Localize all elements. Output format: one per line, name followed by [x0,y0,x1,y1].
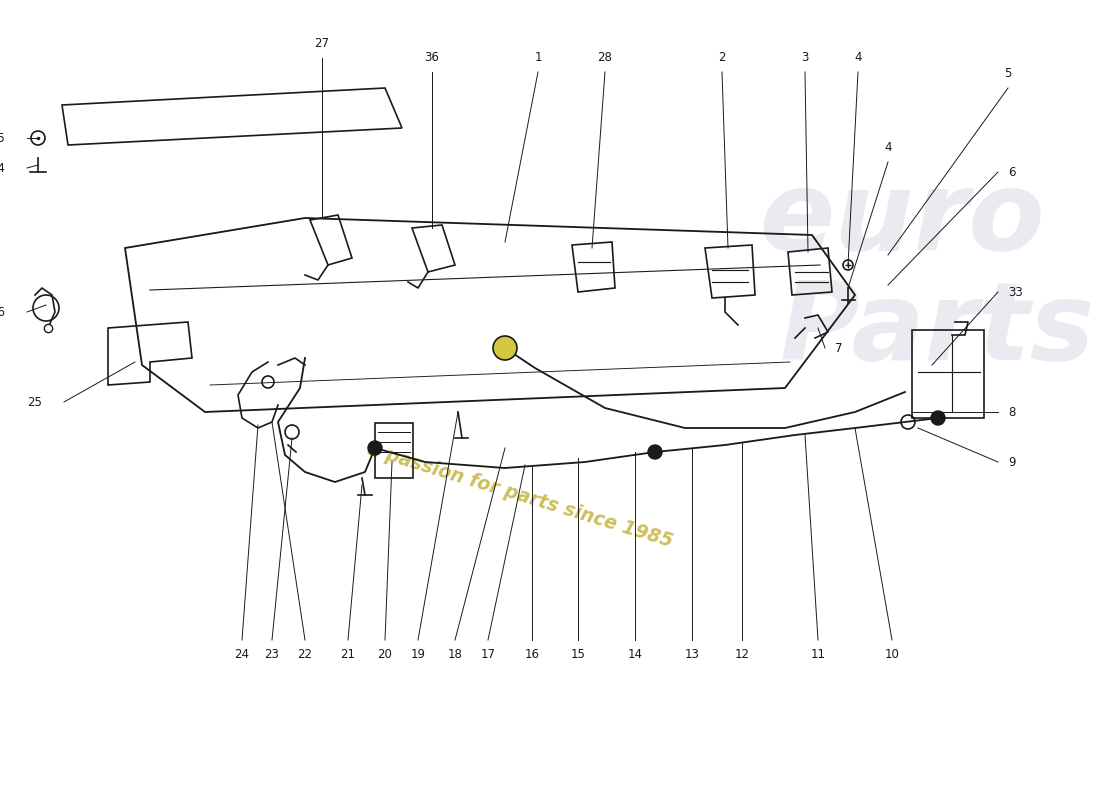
Text: 12: 12 [735,648,749,661]
Text: Parts: Parts [780,277,1096,383]
Circle shape [493,336,517,360]
Text: 19: 19 [410,648,426,661]
Text: 27: 27 [315,37,330,50]
Text: 23: 23 [265,648,279,661]
Text: 1: 1 [535,51,541,64]
Text: 15: 15 [571,648,585,661]
Text: 13: 13 [684,648,700,661]
Text: 36: 36 [425,51,439,64]
Text: a passion for parts since 1985: a passion for parts since 1985 [365,439,675,550]
Text: 22: 22 [297,648,312,661]
Text: 34: 34 [0,162,6,174]
Text: 25: 25 [28,395,42,409]
Text: euro: euro [760,166,1046,274]
Text: 8: 8 [1008,406,1015,418]
Text: 24: 24 [234,648,250,661]
Text: 7: 7 [835,342,843,354]
Text: 21: 21 [341,648,355,661]
Text: 16: 16 [525,648,539,661]
Text: 2: 2 [718,51,726,64]
Text: 5: 5 [1004,67,1012,80]
Text: 35: 35 [0,131,6,145]
Text: 6: 6 [1008,166,1015,178]
Circle shape [368,441,382,455]
Circle shape [648,445,662,459]
Text: 17: 17 [481,648,495,661]
Text: 10: 10 [884,648,900,661]
Text: 28: 28 [597,51,613,64]
Text: 33: 33 [1008,286,1023,298]
Text: 11: 11 [811,648,825,661]
Text: 18: 18 [448,648,462,661]
Text: 4: 4 [855,51,861,64]
Text: 20: 20 [377,648,393,661]
Text: 9: 9 [1008,455,1015,469]
Text: 3: 3 [801,51,808,64]
Text: 26: 26 [0,306,6,318]
Text: 4: 4 [884,141,892,154]
Circle shape [931,411,945,425]
Text: 14: 14 [627,648,642,661]
